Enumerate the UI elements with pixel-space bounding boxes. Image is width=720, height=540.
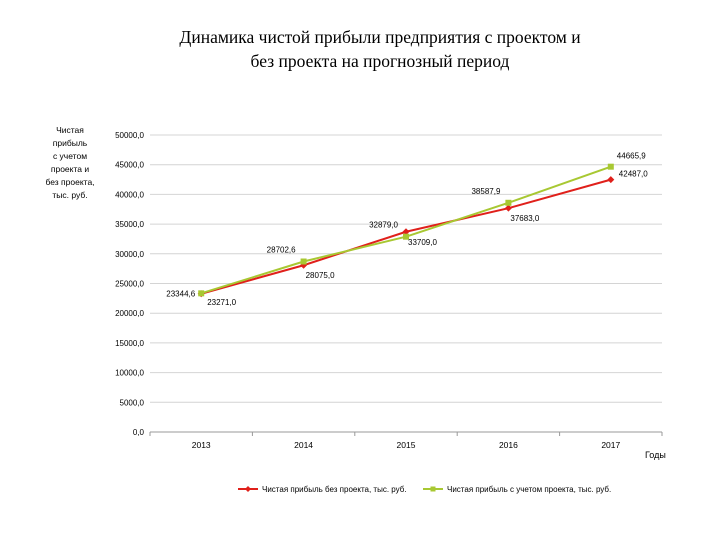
data-point <box>505 199 512 206</box>
x-tick-label: 2016 <box>499 440 518 450</box>
data-point <box>198 290 205 297</box>
y-tick-label: 50000,0 <box>115 131 144 140</box>
data-point <box>607 176 615 184</box>
data-point <box>607 163 614 170</box>
chart-title: Динамика чистой прибыли предприятия с пр… <box>100 26 660 73</box>
y-axis-title: Чистая прибыль с учетом проекта и без проект… <box>45 125 94 200</box>
gridlines <box>149 134 663 436</box>
data-label: 23344,6 <box>166 289 195 298</box>
legend-label: Чистая прибыль с учетом проекта, тыс. ру… <box>447 485 611 494</box>
x-tick-label: 2014 <box>294 440 313 450</box>
chart-title-line-1: Динамика чистой прибыли предприятия с пр… <box>179 27 581 47</box>
y-axis-title-line: тыс. руб. <box>52 190 87 200</box>
y-tick-label: 30000,0 <box>115 250 144 259</box>
y-tick-label: 45000,0 <box>115 161 144 170</box>
y-tick-label: 10000,0 <box>115 369 144 378</box>
y-tick-label: 35000,0 <box>115 220 144 229</box>
data-series <box>197 163 615 298</box>
legend-label: Чистая прибыль без проекта, тыс. руб. <box>262 485 407 494</box>
y-axis-title-line: без проекта, <box>45 177 94 187</box>
x-axis-title: Годы <box>645 450 666 460</box>
data-point <box>403 233 409 240</box>
y-tick-labels: 0,0 5000,0 10000,0 15000,0 20000,0 25000,0 300… <box>115 131 144 437</box>
y-tick-label: 20000,0 <box>115 309 144 318</box>
y-tick-label: 15000,0 <box>115 339 144 348</box>
x-tick-label: 2017 <box>601 440 620 450</box>
legend-marker <box>430 486 436 492</box>
y-tick-label: 0,0 <box>133 428 145 437</box>
data-point <box>402 228 410 236</box>
data-label: 32879,0 <box>369 221 398 230</box>
y-axis-title-line: с учетом <box>53 151 87 161</box>
y-axis-title-line: прибыль <box>53 138 88 148</box>
data-label: 28702,6 <box>267 246 296 255</box>
data-label: 38587,9 <box>471 187 500 196</box>
data-label: 42487,0 <box>619 170 648 179</box>
data-labels: 23271,0 28075,0 33709,0 37683,0 42487,0 23344… <box>166 152 648 307</box>
data-point <box>300 258 307 265</box>
y-tick-label: 40000,0 <box>115 190 144 199</box>
legend-marker <box>245 486 251 492</box>
data-label: 33709,0 <box>408 238 437 247</box>
data-label: 23271,0 <box>207 298 236 307</box>
data-label: 28075,0 <box>306 271 335 280</box>
chart-title-line-2: без проекта на прогнозный период <box>250 50 510 71</box>
y-tick-label: 5000,0 <box>120 398 145 407</box>
data-label: 37683,0 <box>510 214 539 223</box>
y-tick-label: 25000,0 <box>115 280 144 289</box>
x-tick-labels: 2013 2014 2015 2016 2017 <box>192 440 621 450</box>
data-label: 44665,9 <box>617 152 646 161</box>
legend: Чистая прибыль без проекта, тыс. руб. Чис… <box>238 485 611 494</box>
x-tick-label: 2015 <box>397 440 416 450</box>
y-axis-title-line: проекта и <box>51 164 89 174</box>
y-axis-title-line: Чистая <box>56 125 84 135</box>
x-tick-label: 2013 <box>192 440 211 450</box>
data-point <box>504 204 512 212</box>
